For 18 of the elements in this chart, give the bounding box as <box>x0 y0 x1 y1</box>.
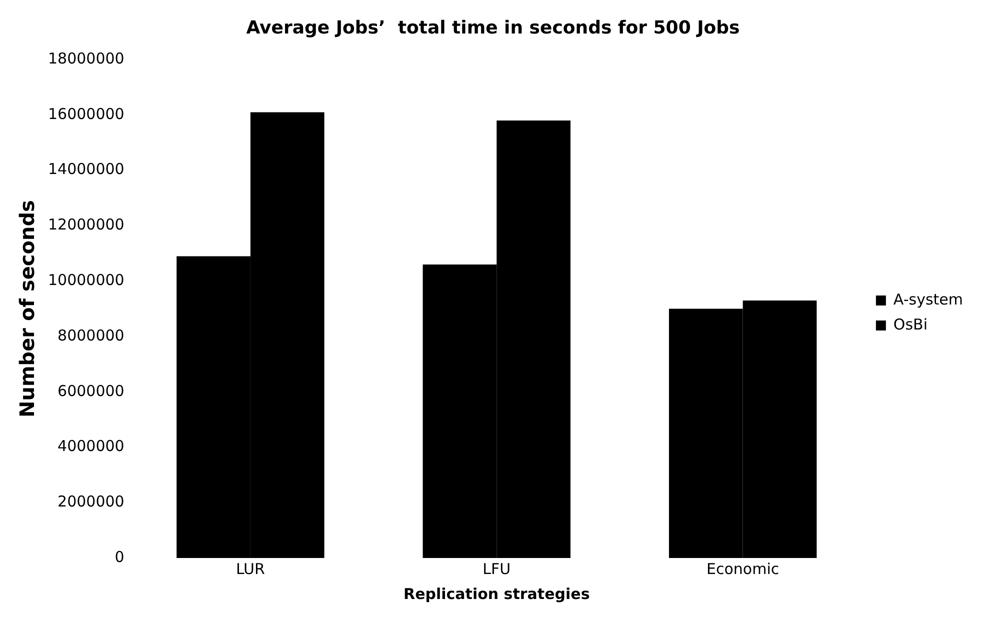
y-tick-label: 2000000 <box>58 492 124 511</box>
y-tick-label: 0 <box>114 548 124 566</box>
y-tick-label: 4000000 <box>58 437 124 456</box>
y-tick-label: 18000000 <box>48 49 124 68</box>
y-tick-label: 10000000 <box>48 271 124 289</box>
legend-label: OsBi <box>893 315 928 334</box>
y-tick-label: 8000000 <box>58 326 124 344</box>
chart-title: Average Jobs’ total time in seconds for 500 Jobs <box>246 17 740 38</box>
x-tick-label: LFU <box>482 560 511 578</box>
y-tick-label: 16000000 <box>48 104 124 123</box>
y-axis-title: Number of seconds <box>15 200 40 418</box>
y-tick-label: 12000000 <box>48 216 124 234</box>
legend-label: A-system <box>893 290 964 308</box>
x-tick-label: LUR <box>236 560 265 578</box>
y-tick-label: 6000000 <box>58 382 124 400</box>
x-tick-label: Economic <box>706 560 780 578</box>
x-axis-title: Replication strategies <box>404 584 590 603</box>
y-tick-label: 14000000 <box>48 160 124 178</box>
